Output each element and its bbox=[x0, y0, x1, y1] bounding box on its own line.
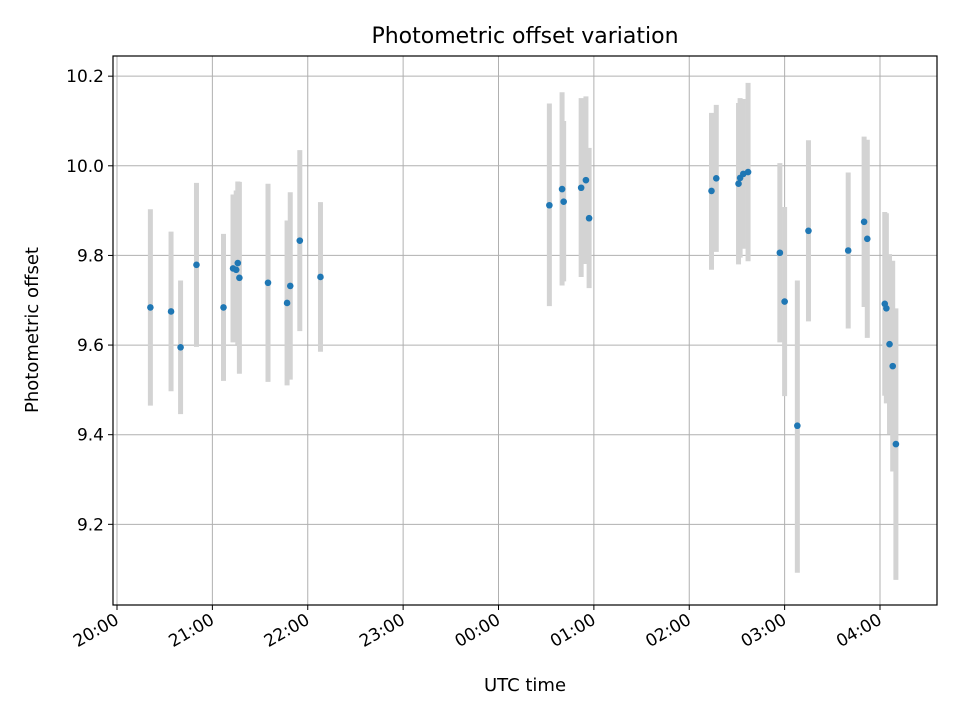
data-point bbox=[167, 308, 175, 315]
data-point bbox=[844, 247, 852, 254]
data-point bbox=[805, 227, 812, 235]
data-point bbox=[577, 184, 585, 192]
data-point bbox=[560, 198, 567, 205]
data-point bbox=[744, 168, 752, 176]
data-point bbox=[296, 237, 304, 244]
y-tick-label: 10.0 bbox=[66, 157, 104, 177]
data-point bbox=[236, 274, 243, 282]
data-points bbox=[147, 168, 900, 448]
error-bars bbox=[147, 82, 899, 580]
x-tick-label: 03:00 bbox=[738, 610, 790, 652]
y-tick-label: 9.8 bbox=[77, 246, 104, 266]
x-tick-label: 22:00 bbox=[261, 610, 313, 652]
y-tick-label: 9.4 bbox=[77, 426, 104, 446]
data-point bbox=[177, 344, 184, 351]
data-point bbox=[781, 298, 788, 305]
y-axis-label: Photometric offset bbox=[22, 247, 43, 413]
data-point bbox=[889, 362, 897, 370]
grid bbox=[113, 56, 937, 605]
data-point bbox=[283, 299, 291, 307]
data-point bbox=[582, 176, 590, 184]
y-tick-label: 9.6 bbox=[77, 336, 104, 356]
data-point bbox=[286, 282, 294, 290]
data-point bbox=[546, 201, 553, 209]
data-point bbox=[708, 187, 715, 195]
data-point bbox=[794, 422, 801, 430]
data-point bbox=[147, 304, 154, 311]
data-point bbox=[886, 340, 893, 348]
data-point bbox=[317, 273, 324, 281]
data-point bbox=[735, 180, 742, 188]
data-point bbox=[883, 305, 890, 312]
data-point bbox=[264, 279, 272, 287]
data-point bbox=[193, 261, 200, 269]
data-point bbox=[860, 218, 868, 226]
x-axis: 20:00 21:00 22:00 23:00 00:00 01:00 02:00 03:00… bbox=[70, 605, 886, 652]
y-axis: 9.2 9.4 9.6 9.8 10.0 10.2 bbox=[66, 67, 113, 535]
x-tick-label: 00:00 bbox=[452, 610, 504, 652]
data-point bbox=[863, 235, 871, 243]
x-tick-label: 21:00 bbox=[165, 610, 217, 652]
data-point bbox=[585, 214, 593, 222]
data-point bbox=[712, 175, 720, 182]
data-point bbox=[892, 440, 900, 448]
data-point bbox=[232, 266, 240, 274]
x-tick-label: 01:00 bbox=[547, 610, 599, 652]
x-tick-label: 04:00 bbox=[833, 610, 885, 652]
x-axis-label: UTC time bbox=[484, 675, 566, 696]
y-tick-label: 9.2 bbox=[77, 515, 104, 535]
data-point bbox=[220, 304, 227, 311]
data-point bbox=[776, 249, 784, 257]
chart-title: Photometric offset variation bbox=[371, 24, 678, 49]
x-tick-label: 02:00 bbox=[642, 610, 694, 652]
x-tick-label: 23:00 bbox=[356, 610, 408, 652]
plot-frame bbox=[112, 55, 938, 606]
data-point bbox=[558, 185, 566, 193]
y-tick-label: 10.2 bbox=[66, 67, 104, 87]
data-point bbox=[234, 259, 242, 267]
x-tick-label: 20:00 bbox=[70, 610, 122, 652]
